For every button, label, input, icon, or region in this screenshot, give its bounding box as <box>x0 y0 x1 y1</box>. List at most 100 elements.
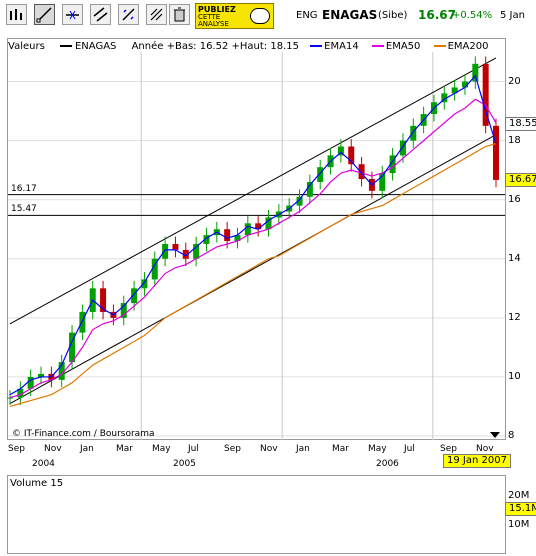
x-tick-5: Jul <box>188 444 199 454</box>
trash-icon <box>174 7 185 22</box>
channel-lower-line <box>9 134 497 404</box>
legend-swatch-ema50 <box>371 45 384 47</box>
candle-body-0 <box>7 397 13 399</box>
ema50-line <box>9 98 497 399</box>
candle-body-22 <box>234 235 241 242</box>
x-year-2006: 2006 <box>376 459 399 469</box>
x-tick-13: Nov <box>476 444 494 454</box>
y-tick-20: 20 <box>508 75 521 87</box>
volume-panel <box>7 475 506 554</box>
candle-body-2 <box>27 376 34 389</box>
chart-type-icon <box>10 9 22 20</box>
candle-body-42 <box>441 93 448 103</box>
publish-analysis-button[interactable]: PUBLIEZ CETTE ANALYSE <box>195 3 274 29</box>
y-tick-16: 16 <box>508 193 521 205</box>
source-credit: © IT-Finance.com / Boursorama <box>12 429 155 439</box>
x-tick-10: May <box>368 444 387 454</box>
ema14-line <box>9 74 497 396</box>
trash-button[interactable] <box>169 4 190 25</box>
price-chart-panel <box>7 38 506 440</box>
volume-tick-10m: 10M <box>508 519 530 530</box>
date-tag: 19 Jan 2007 <box>443 454 511 468</box>
x-tick-6: Sep <box>224 444 241 454</box>
legend-range: Année +Bas: 16.52 +Haut: 18.15 <box>131 41 299 52</box>
y-tick-8: 8 <box>508 430 515 441</box>
fibonacci-button[interactable] <box>146 4 167 25</box>
exchange-name: (Sibe) <box>378 10 408 21</box>
candle-body-5 <box>58 362 65 380</box>
candle-body-12 <box>131 288 138 304</box>
candle-body-14 <box>151 258 158 280</box>
candle-body-17 <box>182 249 189 259</box>
candle-body-39 <box>410 125 417 141</box>
x-year-2005: 2005 <box>173 459 196 469</box>
candle-body-13 <box>141 279 148 289</box>
x-tick-2: Jan <box>80 444 94 454</box>
candle-body-19 <box>203 235 210 244</box>
parallel-channel-button[interactable] <box>90 4 111 25</box>
candle-body-16 <box>172 244 179 250</box>
speech-bubble-icon <box>250 8 270 24</box>
candle-body-44 <box>461 81 468 88</box>
x-tick-4: May <box>152 444 171 454</box>
price-change: +0.54% <box>452 10 493 21</box>
crosshair-button[interactable] <box>118 4 139 25</box>
scroll-down-icon[interactable] <box>490 432 500 438</box>
candle-body-32 <box>337 146 344 156</box>
candle-body-34 <box>358 164 365 180</box>
x-tick-0: Sep <box>8 444 25 454</box>
candle-body-29 <box>306 181 313 197</box>
candle-body-23 <box>244 223 251 236</box>
y-tick-10: 10 <box>508 370 521 382</box>
candle-body-33 <box>348 146 355 165</box>
chart-legend: Valeurs ENAGAS Année +Bas: 16.52 +Haut: … <box>8 41 488 53</box>
candle-body-7 <box>79 311 86 333</box>
support-label-2: 15.47 <box>11 204 37 215</box>
candle-body-28 <box>296 196 303 206</box>
publish-label-2: CETTE <box>198 13 221 21</box>
candle-body-3 <box>38 373 45 377</box>
candle-body-6 <box>69 332 76 363</box>
x-tick-9: Mar <box>332 444 349 454</box>
candle-body-21 <box>224 229 231 242</box>
candle-body-18 <box>193 244 200 259</box>
candle-body-11 <box>120 303 127 318</box>
candle-body-25 <box>265 217 272 230</box>
candle-body-47 <box>493 125 499 180</box>
last-price: 16.67 <box>418 8 456 22</box>
quote-date: 5 Jan <box>500 10 525 21</box>
ticker-name: ENAGAS <box>322 8 378 22</box>
x-year-2004: 2004 <box>32 459 55 469</box>
candle-body-45 <box>472 63 479 82</box>
volume-tick-20m: 20M <box>508 490 530 501</box>
legend-ema50: EMA50 <box>385 41 421 52</box>
legend-valeurs: Valeurs <box>8 41 45 52</box>
crosshair-icon <box>122 8 135 21</box>
draw-line-button[interactable] <box>34 4 55 25</box>
horizontal-line-button[interactable] <box>62 4 83 25</box>
market-code: ENG <box>296 10 318 21</box>
legend-ema14: EMA14 <box>324 41 359 52</box>
horizontal-line-icon <box>66 10 79 20</box>
fibonacci-icon <box>150 8 163 21</box>
candle-body-30 <box>317 167 324 182</box>
x-tick-3: Mar <box>116 444 133 454</box>
legend-ema200: EMA200 <box>447 41 489 52</box>
legend-swatch-ema200 <box>433 45 446 47</box>
toolbar: PUBLIEZ CETTE ANALYSE ENG ENAGAS (Sibe) … <box>0 0 536 34</box>
support-label-1: 16.17 <box>11 183 37 194</box>
legend-swatch-ema14 <box>310 45 323 47</box>
candle-body-1 <box>17 388 24 398</box>
x-tick-8: Jan <box>296 444 310 454</box>
candle-body-38 <box>399 140 406 156</box>
candle-body-37 <box>389 155 396 174</box>
candle-body-24 <box>255 223 262 230</box>
legend-series: ENAGAS <box>74 41 117 52</box>
y-tick-12: 12 <box>508 311 521 323</box>
last-price-tag: 16.67 <box>505 172 536 187</box>
ema200-line <box>9 142 497 408</box>
x-tick-7: Nov <box>260 444 278 454</box>
chart-type-button[interactable] <box>6 4 27 25</box>
x-tick-11: Jul <box>404 444 415 454</box>
